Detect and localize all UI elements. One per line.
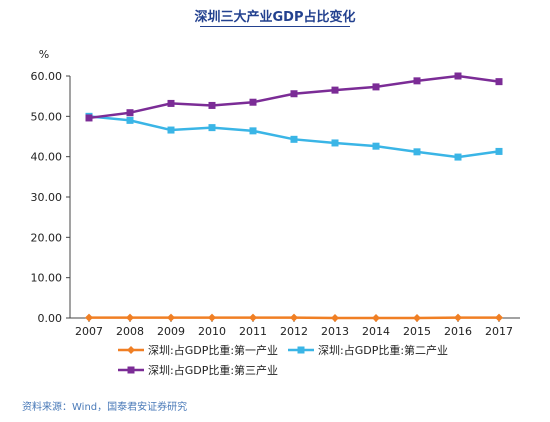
data-point xyxy=(413,148,421,156)
y-tick-label: 30.00 xyxy=(31,191,63,204)
x-tick-label: 2007 xyxy=(75,325,103,338)
data-point xyxy=(290,90,298,98)
data-point xyxy=(454,153,462,161)
legend-label: 深圳:占GDP比重:第二产业 xyxy=(318,343,448,357)
data-point xyxy=(495,313,503,322)
legend-swatch-marker xyxy=(127,346,135,354)
data-point xyxy=(331,139,339,147)
legend-item: 深圳:占GDP比重:第一产业 xyxy=(118,343,278,357)
data-point xyxy=(167,313,175,322)
x-tick-label: 2008 xyxy=(116,325,144,338)
data-point xyxy=(208,313,216,322)
y-axis-label: % xyxy=(39,48,49,61)
y-tick-label: 50.00 xyxy=(31,110,63,123)
legend-item: 深圳:占GDP比重:第二产业 xyxy=(288,343,448,357)
source-note: 资料来源：Wind，国泰君安证券研究 xyxy=(22,402,188,413)
data-point xyxy=(413,77,421,85)
series-3 xyxy=(85,72,503,122)
legend-label: 深圳:占GDP比重:第三产业 xyxy=(148,363,278,377)
data-point xyxy=(290,135,298,143)
legend-label: 深圳:占GDP比重:第一产业 xyxy=(148,343,278,357)
x-tick-label: 2017 xyxy=(485,325,513,338)
data-point xyxy=(208,101,216,109)
y-tick-label: 40.00 xyxy=(31,151,63,164)
x-tick-label: 2013 xyxy=(321,325,349,338)
data-point xyxy=(372,142,380,150)
series-1 xyxy=(85,313,503,322)
y-tick-label: 10.00 xyxy=(31,272,63,285)
data-point xyxy=(167,99,175,107)
legend: 深圳:占GDP比重:第一产业 深圳:占GDP比重:第二产业深圳:占GDP比重:第三… xyxy=(118,343,448,377)
data-point xyxy=(413,314,421,322)
x-tick-label: 2011 xyxy=(239,325,267,338)
data-point xyxy=(372,314,380,322)
data-point xyxy=(126,109,134,117)
data-point xyxy=(249,98,257,106)
data-point xyxy=(454,313,462,322)
data-point xyxy=(126,116,134,124)
x-tick-label: 2009 xyxy=(157,325,185,338)
data-point xyxy=(331,86,339,94)
data-point xyxy=(249,127,257,135)
legend-item: 深圳:占GDP比重:第三产业 xyxy=(118,363,278,377)
data-point xyxy=(495,78,503,86)
title-underline xyxy=(200,26,350,27)
data-point xyxy=(290,313,298,322)
y-tick-label: 0.00 xyxy=(38,312,63,325)
chart-title: 深圳三大产业GDP占比变化 xyxy=(194,10,356,25)
data-point xyxy=(495,147,503,155)
y-tick-label: 20.00 xyxy=(31,231,63,244)
data-point xyxy=(454,72,462,80)
legend-swatch-marker xyxy=(297,346,305,354)
data-point xyxy=(85,114,93,122)
x-tick-label: 2016 xyxy=(444,325,472,338)
data-point xyxy=(126,313,134,322)
series-2 xyxy=(85,112,503,161)
x-tick-label: 2010 xyxy=(198,325,226,338)
legend-swatch-marker xyxy=(127,366,135,374)
data-point xyxy=(249,313,257,322)
y-tick-label: 60.00 xyxy=(31,70,63,83)
data-point xyxy=(167,126,175,134)
data-point xyxy=(85,313,93,322)
data-point xyxy=(331,314,339,322)
x-tick-label: 2012 xyxy=(280,325,308,338)
x-tick-label: 2014 xyxy=(362,325,390,338)
data-point xyxy=(208,124,216,132)
x-tick-label: 2015 xyxy=(403,325,431,338)
data-point xyxy=(372,83,380,91)
